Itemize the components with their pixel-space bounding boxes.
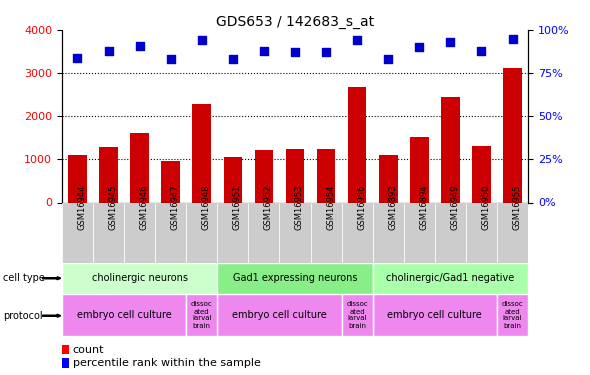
Text: dissoc
ated
larval
brain: dissoc ated larval brain xyxy=(346,302,368,328)
Text: GSM16952: GSM16952 xyxy=(264,184,273,230)
Bar xyxy=(192,104,211,202)
Text: dissoc
ated
larval
brain: dissoc ated larval brain xyxy=(191,302,212,328)
Text: GSM16946: GSM16946 xyxy=(140,184,149,230)
Text: cholinergic/Gad1 negative: cholinergic/Gad1 negative xyxy=(386,273,514,284)
Bar xyxy=(466,202,497,262)
Point xyxy=(322,50,331,55)
Bar xyxy=(441,97,460,202)
Bar xyxy=(68,155,87,203)
Bar xyxy=(503,68,522,203)
Point xyxy=(415,44,424,50)
Text: percentile rank within the sample: percentile rank within the sample xyxy=(73,358,260,368)
Bar xyxy=(162,160,180,202)
Text: protocol: protocol xyxy=(3,311,42,321)
Bar xyxy=(217,294,342,336)
Bar xyxy=(217,202,248,262)
Point xyxy=(166,56,175,62)
Point xyxy=(197,38,206,44)
Bar xyxy=(93,202,124,262)
Bar xyxy=(373,294,497,336)
Bar xyxy=(373,262,528,294)
Bar xyxy=(217,262,373,294)
Bar xyxy=(435,202,466,262)
Text: GSM16955: GSM16955 xyxy=(513,184,522,230)
Text: GSM16954: GSM16954 xyxy=(326,184,335,230)
Bar xyxy=(472,147,491,202)
Text: count: count xyxy=(73,345,104,355)
Bar xyxy=(342,202,373,262)
Text: cholinergic neurons: cholinergic neurons xyxy=(91,273,188,284)
Text: GSM16894: GSM16894 xyxy=(419,184,428,230)
Bar xyxy=(99,147,118,202)
Text: dissoc
ated
larval
brain: dissoc ated larval brain xyxy=(502,302,523,328)
Bar xyxy=(248,202,280,262)
Bar xyxy=(373,202,404,262)
Point xyxy=(508,36,517,42)
Bar xyxy=(342,294,373,336)
Text: GSM16944: GSM16944 xyxy=(77,184,87,230)
Bar xyxy=(310,202,342,262)
Bar xyxy=(255,150,273,202)
Point xyxy=(73,55,82,61)
Point xyxy=(384,56,393,62)
Bar xyxy=(280,202,310,262)
Text: GSM16947: GSM16947 xyxy=(171,184,180,230)
Text: GSM16945: GSM16945 xyxy=(109,184,117,230)
Text: cell type: cell type xyxy=(3,273,45,283)
Text: GSM16956: GSM16956 xyxy=(357,184,366,230)
Point xyxy=(135,42,145,48)
Text: GSM16953: GSM16953 xyxy=(295,184,304,230)
Bar xyxy=(317,150,335,202)
Bar xyxy=(348,87,366,202)
Bar xyxy=(404,202,435,262)
Bar xyxy=(62,202,93,262)
Point xyxy=(259,48,268,54)
Point xyxy=(477,48,486,54)
Bar xyxy=(497,294,528,336)
Bar xyxy=(410,136,428,202)
Bar xyxy=(186,202,217,262)
Bar xyxy=(130,133,149,202)
Bar xyxy=(224,157,242,203)
Text: GSM16950: GSM16950 xyxy=(481,184,490,230)
Point xyxy=(352,38,362,44)
Title: GDS653 / 142683_s_at: GDS653 / 142683_s_at xyxy=(216,15,374,29)
Text: GSM16949: GSM16949 xyxy=(450,184,460,230)
Bar xyxy=(497,202,528,262)
Bar xyxy=(186,294,217,336)
Bar xyxy=(62,262,217,294)
Text: embryo cell culture: embryo cell culture xyxy=(77,310,172,320)
Text: GSM16951: GSM16951 xyxy=(233,184,242,230)
Bar xyxy=(286,150,304,202)
Text: embryo cell culture: embryo cell culture xyxy=(388,310,482,320)
Text: GSM16893: GSM16893 xyxy=(388,184,397,230)
Bar xyxy=(124,202,155,262)
Text: Gad1 expressing neurons: Gad1 expressing neurons xyxy=(232,273,358,284)
Bar xyxy=(379,155,398,203)
Bar xyxy=(62,294,186,336)
Bar xyxy=(155,202,186,262)
Point xyxy=(104,48,113,54)
Point xyxy=(445,39,455,45)
Text: GSM16948: GSM16948 xyxy=(202,184,211,230)
Point xyxy=(290,50,300,55)
Text: embryo cell culture: embryo cell culture xyxy=(232,310,327,320)
Point xyxy=(228,56,238,62)
